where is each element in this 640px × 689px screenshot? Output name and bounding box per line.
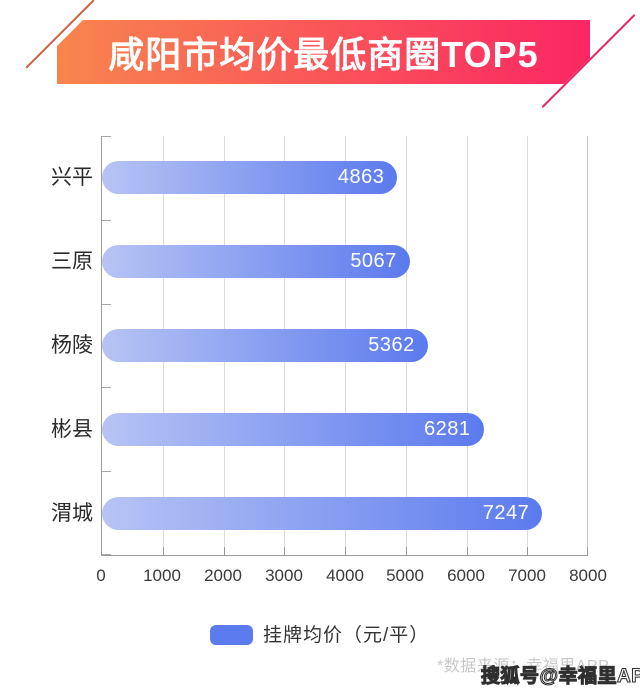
- x-axis-tick: [527, 547, 529, 555]
- y-axis-tick: [102, 136, 111, 137]
- sohu-watermark: 搜狐号@幸福里APP: [481, 666, 640, 688]
- y-axis-tick: [102, 303, 111, 305]
- category-label: 渭城: [51, 502, 93, 525]
- title-banner: 咸阳市均价最低商圈TOP5: [57, 20, 590, 84]
- bar-yangling: 5362: [102, 329, 428, 362]
- x-axis-tick: [162, 547, 164, 555]
- legend: 挂牌均价（元/平）: [210, 620, 429, 647]
- plot-area: 4863 5067 5362 6281 7247: [101, 136, 588, 556]
- y-axis-tick: [102, 387, 111, 389]
- bar-value-label: 4863: [337, 166, 385, 188]
- gridline: [527, 136, 529, 555]
- bar-value-label: 6281: [424, 418, 471, 440]
- bar-value-label: 5067: [350, 250, 397, 272]
- category-label: 三原: [51, 250, 93, 273]
- category-label: 杨陵: [51, 334, 93, 357]
- legend-swatch: [210, 624, 253, 645]
- x-axis-tick: [405, 547, 407, 555]
- gridline: [587, 136, 588, 555]
- x-tick-label: 3000: [265, 566, 303, 585]
- bar-value-label: 7247: [482, 502, 530, 524]
- x-axis-tick: [587, 547, 588, 555]
- x-tick-label: 1000: [143, 566, 181, 585]
- x-tick-label: 5000: [386, 566, 424, 585]
- bar-weicheng: 7247: [102, 497, 543, 530]
- legend-label: 挂牌均价（元/平）: [263, 625, 430, 646]
- chart-title: 咸阳市均价最低商圈TOP5: [108, 34, 539, 75]
- y-axis-tick: [102, 554, 111, 555]
- y-axis-tick: [102, 219, 111, 221]
- x-tick-label: 4000: [326, 566, 364, 585]
- category-label: 彬县: [51, 418, 93, 441]
- x-axis-tick: [223, 547, 225, 555]
- x-axis-tick: [466, 547, 468, 555]
- x-tick-label: 7000: [508, 566, 546, 585]
- bar-value-label: 5362: [368, 334, 415, 356]
- x-tick-label: 6000: [447, 566, 485, 585]
- x-tick-label: 2000: [204, 566, 242, 585]
- y-axis-tick: [102, 471, 111, 473]
- bar-binxian: 6281: [102, 413, 484, 446]
- x-axis-tick: [345, 547, 346, 555]
- category-label: 兴平: [51, 166, 93, 189]
- bar-sanyuan: 5067: [102, 245, 410, 278]
- x-tick-label: 0: [96, 566, 106, 585]
- bar-xingping: 4863: [102, 161, 398, 194]
- data-source-footnote: *数据来源：幸福里APP: [437, 658, 610, 675]
- gridline: [466, 136, 468, 555]
- x-axis-tick: [284, 547, 286, 555]
- x-tick-label: 8000: [569, 566, 607, 585]
